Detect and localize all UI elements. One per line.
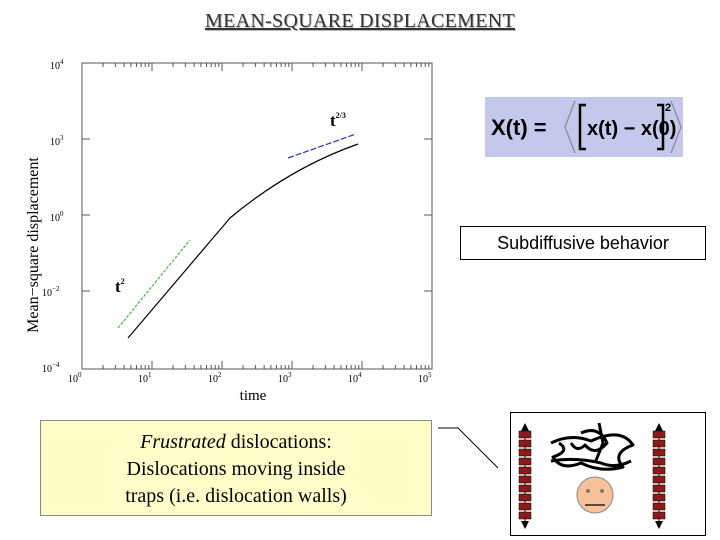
dislocation-segment <box>518 475 532 484</box>
formula-lhs: X(t) = <box>491 115 547 140</box>
dislocation-segment <box>652 493 666 502</box>
frustrated-dislocations-box: Frustrated dislocations: Dislocations mo… <box>40 420 432 516</box>
x-tick-label: 103 <box>278 371 292 385</box>
early-fit-line <box>117 239 191 329</box>
y-tick-label: 10−2 <box>42 285 60 299</box>
dislocation-segment <box>652 475 666 484</box>
plot-frame <box>81 62 433 370</box>
x-tick-label: 104 <box>348 371 362 385</box>
dislocation-segment <box>652 430 666 439</box>
x-tick-label: 100 <box>68 371 82 385</box>
formula-inner: x(t) − x(0) <box>587 118 676 140</box>
x-axis-label: time <box>240 388 267 404</box>
slide-title: MEAN-SQUARE DISPLACEMENT <box>205 10 515 32</box>
dislocation-segment <box>518 493 532 502</box>
dislocation-segment <box>518 439 532 448</box>
dislocation-segment <box>652 502 666 511</box>
late-fit-line <box>287 133 357 159</box>
right-dislocation-wall <box>652 423 666 529</box>
y-tick-label: 100 <box>50 210 64 224</box>
x-tick-label: 102 <box>208 371 222 385</box>
info-line-2: Dislocations moving inside <box>126 458 346 480</box>
y-tick-marks <box>82 138 432 292</box>
x-tick-label: 105 <box>418 371 432 385</box>
info-line-1: Frustrated dislocations: <box>140 431 332 453</box>
cartoon-drawing <box>518 422 666 529</box>
y-axis-label: Mean−square displacement <box>25 157 42 333</box>
tangled-dislocation-scribble <box>550 422 635 471</box>
late-exponent-annotation: t2/3 <box>330 111 346 130</box>
dislocation-segment <box>652 511 666 520</box>
y-tick-label: 10−4 <box>42 361 60 375</box>
msd-data-curve <box>127 143 359 339</box>
subdiffusive-label: Subdiffusive behavior <box>460 226 706 260</box>
y-tick-label: 104 <box>50 58 64 72</box>
arrow-down-icon <box>521 521 529 529</box>
dislocation-segment <box>652 448 666 457</box>
dislocation-segment <box>518 484 532 493</box>
formula-graphic: X(t) = x(t) − x(0) 2 <box>491 100 682 154</box>
dislocation-segment <box>652 466 666 475</box>
arrow-up-icon <box>521 423 529 431</box>
dislocation-segment <box>518 457 532 466</box>
trapped-dislocation-cartoon <box>510 412 706 536</box>
y-tick-labels: 104 103 100 10−2 10−4 <box>42 58 64 375</box>
x-tick-label: 101 <box>138 371 152 385</box>
dislocation-segment <box>652 439 666 448</box>
msd-plot: Mean−square displacement time 104 103 10… <box>25 58 433 404</box>
msd-formula: X(t) = x(t) − x(0) 2 <box>485 97 683 157</box>
dislocation-segment <box>652 457 666 466</box>
formula-power: 2 <box>665 102 671 114</box>
dislocation-segment <box>518 466 532 475</box>
dislocation-segment <box>518 511 532 520</box>
dislocation-segment <box>652 484 666 493</box>
dislocation-segment <box>518 502 532 511</box>
x-tick-labels: 100 101 102 103 104 105 <box>68 371 432 385</box>
y-tick-label: 103 <box>50 134 64 148</box>
early-exponent-annotation: t2 <box>115 277 125 296</box>
dislocation-segment <box>518 448 532 457</box>
info-line-3: traps (i.e. dislocation walls) <box>125 485 347 507</box>
arrow-down-icon <box>655 521 663 529</box>
x-tick-marks <box>81 63 430 369</box>
left-dislocation-wall <box>518 423 532 529</box>
dislocation-segment <box>518 430 532 439</box>
face-icon <box>576 476 614 514</box>
arrow-up-icon <box>655 423 663 431</box>
